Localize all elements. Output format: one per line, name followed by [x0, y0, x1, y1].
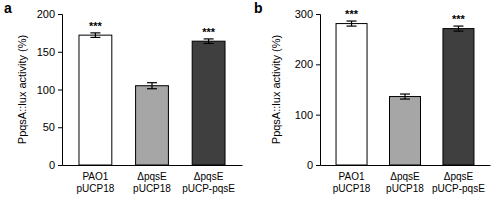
plot-area — [79, 33, 225, 165]
y-axis-title: PpqsA::lux activity (%) — [270, 35, 282, 144]
error-bar — [400, 94, 410, 99]
error-bar-stem — [95, 33, 96, 38]
x-tick-label: PAO1pUCP18 — [76, 171, 114, 194]
error-bar-cap — [453, 31, 463, 32]
error-bar-cap — [147, 82, 157, 83]
y-tick: 50 — [43, 121, 62, 133]
y-tick-label: 0 — [49, 159, 55, 171]
error-bar-stem — [151, 83, 152, 89]
bar — [136, 86, 169, 165]
bar — [389, 97, 420, 165]
y-tick: 0 — [307, 159, 320, 171]
bar — [192, 41, 225, 165]
panel-label: b — [254, 0, 263, 16]
x-tick-label: PAO1pUCP18 — [333, 171, 371, 194]
error-bar-cap — [347, 20, 357, 21]
bar — [336, 24, 367, 165]
y-tick-label: 100 — [295, 109, 313, 121]
y-tick-label: 150 — [37, 46, 55, 58]
x-tick: ΔpqsEpUCP18 — [133, 165, 171, 194]
y-tick: 200 — [295, 58, 320, 70]
error-bar-stem — [458, 26, 459, 31]
x-tick-label: ΔpqsEpUCP18 — [386, 171, 424, 194]
panel-label: a — [4, 0, 12, 16]
y-tick-label: 300 — [295, 8, 313, 20]
error-bar — [453, 26, 463, 31]
error-bar-stem — [404, 94, 405, 99]
x-tick: PAO1pUCP18 — [76, 165, 114, 194]
x-tick: ΔpqsEpUCP18 — [386, 165, 424, 194]
panel: *** *** 0 100 200 300 PAO1pUCP18 ΔpqsEpUCP18 Δpq… — [254, 0, 491, 194]
y-tick: 100 — [295, 109, 320, 121]
y-tick: 100 — [37, 84, 62, 96]
error-bar-cap — [204, 43, 214, 44]
y-tick-mark — [58, 127, 62, 128]
y-axis: 0 50 100 150 200 — [37, 8, 63, 171]
bar — [443, 29, 474, 165]
y-tick-mark — [58, 165, 62, 166]
error-bar-cap — [453, 25, 463, 26]
y-tick-mark — [316, 165, 320, 166]
y-tick: 300 — [295, 8, 320, 20]
y-tick-label: 50 — [43, 121, 55, 133]
y-tick-label: 200 — [295, 58, 313, 70]
y-tick-label: 200 — [37, 8, 55, 20]
x-axis-line — [321, 165, 491, 166]
y-tick-mark — [58, 52, 62, 53]
significance-label: *** — [89, 20, 103, 32]
x-axis: PAO1pUCP18 ΔpqsEpUCP18 ΔpqsEpUCP-pqsE — [321, 165, 491, 194]
y-tick-mark — [58, 14, 62, 15]
y-tick-mark — [58, 90, 62, 91]
y-axis: 0 100 200 300 — [295, 8, 321, 171]
significance-label: *** — [452, 13, 466, 25]
y-tick: 200 — [37, 8, 62, 20]
y-tick-mark — [316, 14, 320, 15]
error-bar-cap — [400, 93, 410, 94]
error-bar-cap — [204, 38, 214, 39]
bar — [79, 35, 112, 165]
x-tick-label: ΔpqsEpUCP-pqsE — [182, 171, 235, 194]
y-axis-title: PpqsA::lux activity (%) — [16, 35, 28, 144]
figure: *** *** 0 50 100 150 200 PAO1pUCP18 ΔpqsEpUCP18 Δ… — [0, 0, 500, 210]
error-bar — [147, 83, 157, 89]
x-tick-label: ΔpqsEpUCP18 — [133, 171, 171, 194]
error-bar-cap — [400, 98, 410, 99]
y-axis-line — [58, 15, 63, 166]
y-tick-mark — [316, 64, 320, 65]
x-axis: PAO1pUCP18 ΔpqsEpUCP18 ΔpqsEpUCP-pqsE — [63, 165, 243, 194]
error-bar — [90, 33, 100, 38]
error-bar-cap — [347, 25, 357, 26]
y-tick-mark — [316, 115, 320, 116]
y-tick: 150 — [37, 46, 62, 58]
y-tick-label: 0 — [307, 159, 313, 171]
y-tick: 0 — [49, 159, 62, 171]
significance-label: *** — [202, 26, 216, 38]
x-tick: ΔpqsEpUCP-pqsE — [182, 165, 235, 194]
error-bar-cap — [90, 32, 100, 33]
x-tick-label: ΔpqsEpUCP-pqsE — [432, 171, 485, 194]
x-tick: PAO1pUCP18 — [333, 165, 371, 194]
error-bar — [347, 21, 357, 26]
panel: *** *** 0 50 100 150 200 PAO1pUCP18 ΔpqsEpUCP18 Δ… — [4, 0, 243, 194]
error-bar — [204, 39, 214, 44]
error-bar-cap — [147, 88, 157, 89]
error-bar-cap — [90, 37, 100, 38]
plot-area — [336, 21, 474, 165]
y-tick-label: 100 — [37, 84, 55, 96]
y-axis-line — [316, 15, 321, 166]
x-tick: ΔpqsEpUCP-pqsE — [432, 165, 485, 194]
error-bar-stem — [351, 21, 352, 26]
significance-label: *** — [345, 8, 359, 20]
x-axis-line — [63, 165, 243, 166]
error-bar-stem — [208, 39, 209, 44]
